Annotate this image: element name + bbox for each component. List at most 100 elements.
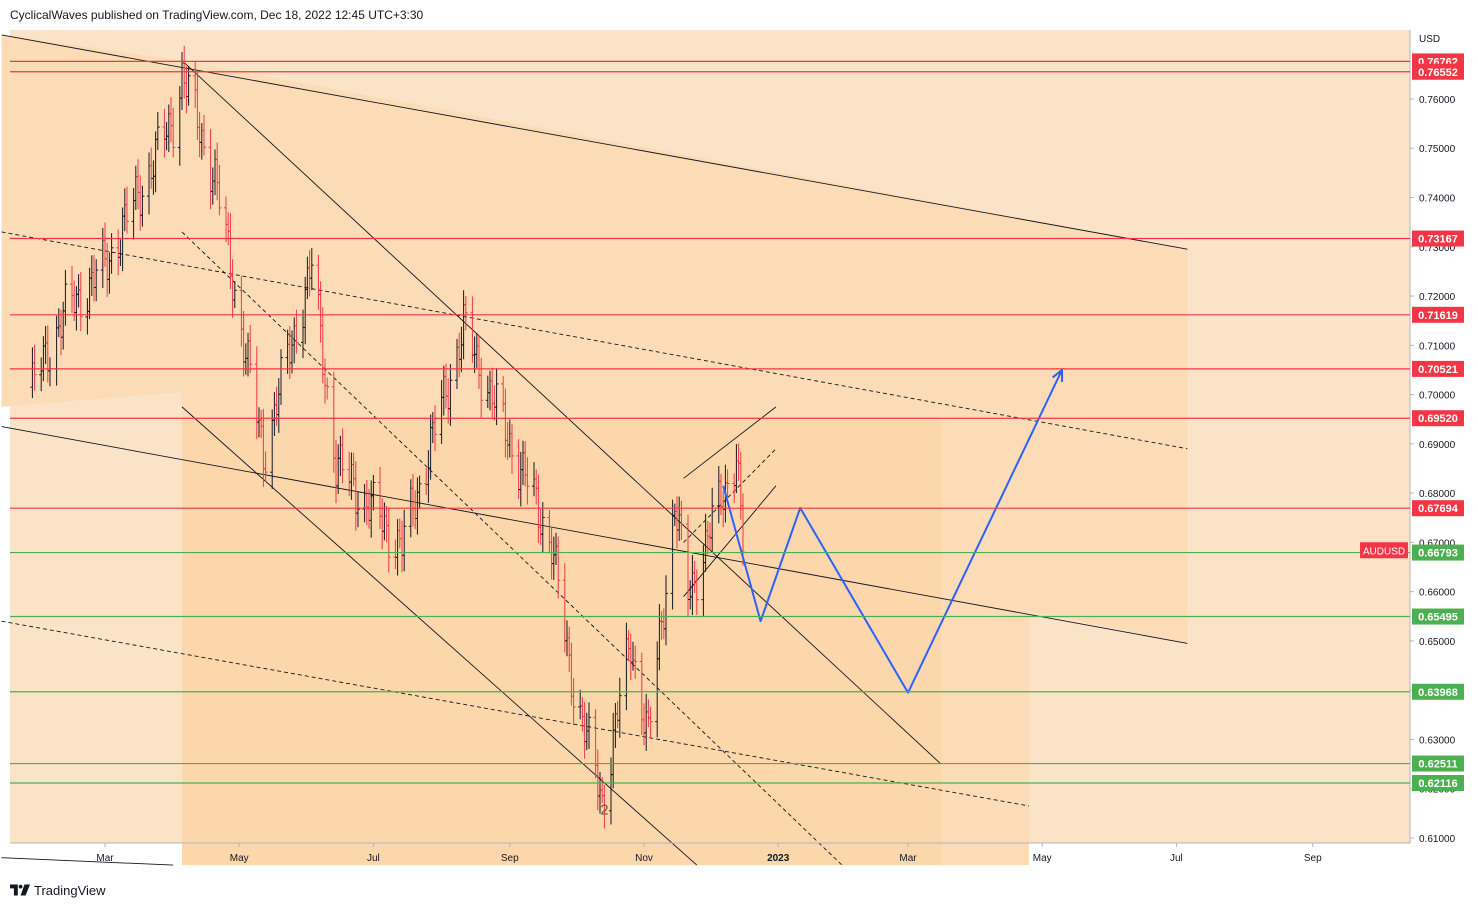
price-bar <box>171 107 176 158</box>
price-bar <box>664 575 668 646</box>
price-bar <box>571 678 576 726</box>
price-bar <box>279 349 283 405</box>
x-tick-label: May <box>230 853 249 864</box>
y-tick-label: 0.63000 <box>1419 735 1456 746</box>
price-bar <box>417 475 422 509</box>
price-bar <box>725 469 730 498</box>
price-bar <box>587 702 591 749</box>
tradingview-brand: TradingView <box>34 882 106 898</box>
price-bar <box>140 185 145 227</box>
zones <box>1 34 1188 866</box>
price-bar <box>648 706 653 739</box>
price-bar <box>155 111 160 151</box>
price-bar <box>217 164 222 216</box>
wave-labels: 2 <box>600 801 608 818</box>
support-label: 0.62116 <box>1418 778 1457 790</box>
price-bar <box>710 487 715 553</box>
price-bar <box>371 474 376 511</box>
price-bar <box>340 428 345 484</box>
price-bar <box>309 248 314 291</box>
trend-channels <box>1 34 1188 866</box>
resistance-label: 0.69520 <box>1418 413 1458 425</box>
upper-trendline <box>1 34 1188 250</box>
resistance-label-box <box>1412 360 1464 377</box>
projection-arrowhead <box>1052 367 1064 382</box>
price-bar <box>679 500 684 540</box>
symbol-tag: AUDUSD <box>1363 546 1405 557</box>
y-tick-label: 0.68000 <box>1419 489 1456 500</box>
resistance-label: 0.76552 <box>1418 67 1458 79</box>
price-bar <box>386 508 391 573</box>
y-tick-label: 0.72000 <box>1419 292 1456 303</box>
price-bar <box>433 405 437 452</box>
lower-trendline <box>1 857 174 866</box>
price-bar <box>109 233 114 274</box>
resistance-label-box <box>1412 500 1464 517</box>
resistance-label: 0.71619 <box>1418 310 1458 322</box>
price-bar <box>32 344 37 391</box>
channel-median <box>181 231 843 866</box>
price-bar <box>232 281 237 308</box>
x-tick-label: May <box>1033 853 1052 864</box>
support-label: 0.66793 <box>1418 548 1458 560</box>
zone-left <box>1 34 182 407</box>
price-bar <box>248 324 253 374</box>
resistance-label-box <box>1412 230 1464 247</box>
price-bar <box>617 677 622 738</box>
support-label-box <box>1412 608 1464 625</box>
price-bar <box>263 451 268 482</box>
resistance-label: 0.70521 <box>1418 364 1458 376</box>
price-bar <box>294 309 299 354</box>
price-axis-background <box>1411 30 1478 843</box>
price-bar <box>94 259 99 302</box>
price-bar <box>479 357 484 419</box>
x-tick-label: 2023 <box>767 853 790 864</box>
support-label-box <box>1412 755 1464 772</box>
price-bar <box>402 509 407 572</box>
price-bar <box>325 377 330 400</box>
resistance-label-box <box>1412 63 1464 80</box>
price-bar <box>602 785 607 829</box>
footer[interactable]: TradingView <box>10 881 106 899</box>
price-bar <box>463 296 468 331</box>
middle-trendline <box>1 426 1188 644</box>
resistance-label: 0.73167 <box>1418 234 1458 246</box>
wave-label: 2 <box>600 801 608 818</box>
y-tick-label: 0.74000 <box>1419 193 1456 204</box>
tradingview-logo-icon <box>10 884 30 896</box>
x-tick-label: Sep <box>501 853 519 864</box>
y-tick-label: 0.71000 <box>1419 341 1456 352</box>
price-bar <box>633 645 638 679</box>
support-label: 0.62511 <box>1418 759 1457 771</box>
support-label: 0.63968 <box>1418 687 1458 699</box>
lower-median-line <box>1 620 1030 807</box>
y-tick-label: 0.73000 <box>1419 243 1456 254</box>
y-tick-label: 0.65000 <box>1419 637 1456 648</box>
wedge-lower <box>683 485 777 597</box>
y-tick-label: 0.61000 <box>1419 834 1456 845</box>
y-tick-label: 0.76000 <box>1419 95 1456 106</box>
x-tick-label: Jul <box>367 853 380 864</box>
resistance-label-box <box>1412 306 1464 323</box>
wedge-median <box>683 448 777 543</box>
price-bar <box>186 65 191 106</box>
price-bar <box>448 364 453 426</box>
y-tick-label: 0.70000 <box>1419 391 1456 402</box>
price-bar <box>510 424 514 475</box>
zone-inner <box>182 419 941 866</box>
price-bar <box>356 492 360 528</box>
y-tick-label: 0.67000 <box>1419 538 1456 549</box>
resistance-label: 0.67694 <box>1418 503 1459 515</box>
x-tick-label: Mar <box>899 853 917 864</box>
support-label-box <box>1412 775 1464 792</box>
price-bar <box>494 368 499 426</box>
horizontal-levels: 0.767620.765520.731670.716190.705210.695… <box>10 53 1464 792</box>
price-bars <box>30 45 745 829</box>
price-bar <box>540 502 545 553</box>
price-bar <box>694 569 699 615</box>
y-tick-label: 0.69000 <box>1419 440 1456 451</box>
symbol-tag-box <box>1360 542 1408 559</box>
y-tick-label: 0.75000 <box>1419 144 1456 155</box>
support-label: 0.65495 <box>1418 612 1458 624</box>
